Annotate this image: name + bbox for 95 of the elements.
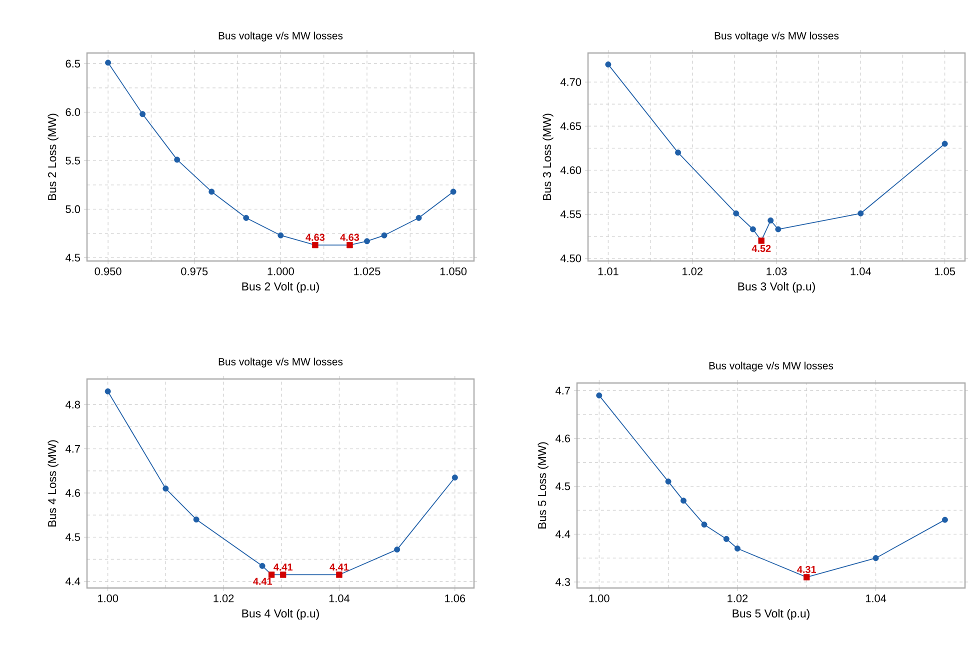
point (336, 572, 342, 578)
x-tick-label: 1.04 (850, 268, 871, 276)
data-label: 4.52 (752, 244, 771, 252)
y-axis-title: Bus 2 Loss (MW) (48, 114, 58, 200)
x-tick-label: 1.00 (589, 594, 610, 602)
chart-title: Bus voltage v/s MW losses (218, 32, 343, 42)
x-axis-title: Bus 3 Volt (p.u) (738, 282, 815, 293)
x-tick-label: 1.02 (728, 594, 748, 602)
y-tick-label: 4.6 (556, 434, 570, 442)
y-tick-label: 4.8 (66, 400, 80, 408)
y-tick-label: 4.3 (556, 578, 570, 586)
y-tick-label: 4.65 (560, 122, 582, 130)
x-tick-label: 1.04 (329, 594, 350, 602)
point (734, 546, 740, 552)
point (268, 572, 275, 578)
point (394, 546, 400, 553)
point (675, 150, 682, 156)
point (208, 188, 215, 195)
chart-title: Bus voltage v/s MW losses (709, 362, 834, 372)
x-tick-label: 1.02 (214, 594, 234, 602)
point (775, 226, 782, 232)
data-label: 4.63 (306, 234, 325, 241)
y-tick-label: 4.70 (560, 78, 582, 86)
point (858, 210, 864, 216)
x-axis-title: Bus 5 Volt (p.u) (732, 609, 810, 620)
x-tick-label: 1.03 (766, 268, 787, 276)
y-tick-label: 5.5 (66, 156, 80, 164)
x-tick-label: 1.01 (598, 268, 618, 276)
point (942, 140, 948, 147)
point (140, 111, 146, 118)
point (364, 238, 370, 244)
y-tick-label: 4.60 (560, 166, 582, 174)
y-axis-title: Bus 3 Loss (MW) (542, 114, 554, 200)
point (942, 516, 948, 523)
chart-title: Bus voltage v/s MW losses (218, 358, 343, 368)
y-tick-label: 4.4 (556, 530, 570, 538)
y-tick-label: 4.7 (556, 386, 570, 394)
point (312, 242, 318, 248)
y-tick-label: 4.5 (66, 254, 80, 262)
data-label: 4.63 (340, 234, 360, 241)
data-label: 4.41 (330, 564, 349, 571)
point (723, 536, 730, 542)
point (259, 562, 266, 569)
point (104, 388, 111, 394)
point (174, 156, 180, 163)
point (450, 188, 456, 195)
point (381, 232, 388, 238)
point (605, 61, 612, 68)
x-tick-label: 1.000 (268, 268, 294, 276)
x-axis-title: Bus 4 Volt (p.u) (242, 609, 319, 620)
data-label: 4.41 (274, 564, 293, 571)
y-tick-label: 4.55 (560, 210, 582, 218)
point (665, 478, 672, 485)
point (162, 486, 169, 492)
y-tick-label: 4.5 (66, 533, 80, 541)
point (278, 232, 284, 238)
point (193, 516, 200, 522)
y-tick-label: 4.4 (66, 578, 80, 586)
x-tick-label: 1.050 (440, 268, 467, 276)
point (750, 226, 756, 232)
point (872, 555, 879, 562)
y-tick-label: 4.7 (66, 445, 80, 453)
point (680, 498, 687, 504)
point (758, 238, 764, 244)
point (452, 474, 458, 481)
x-tick-label: 1.025 (354, 268, 380, 276)
point (280, 572, 286, 578)
y-tick-label: 4.50 (560, 254, 582, 262)
point (346, 242, 353, 248)
x-tick-label: 0.975 (181, 268, 208, 276)
y-tick-label: 4.6 (66, 489, 80, 497)
point (804, 574, 810, 580)
x-tick-label: 1.06 (445, 594, 466, 602)
point (105, 60, 112, 66)
y-tick-label: 6.0 (66, 108, 80, 116)
data-label: 4.41 (253, 578, 272, 585)
x-axis-title: Bus 2 Volt (p.u) (242, 282, 319, 293)
point (733, 210, 740, 216)
point (701, 522, 708, 528)
chart-title: Bus voltage v/s MW losses (714, 32, 839, 42)
y-tick-label: 4.5 (556, 482, 570, 490)
x-tick-label: 1.05 (934, 268, 956, 276)
data-label: 4.31 (797, 566, 816, 574)
x-tick-label: 0.950 (94, 268, 122, 276)
y-tick-label: 6.5 (66, 60, 80, 68)
point (243, 214, 250, 221)
y-axis-title: Bus 5 Loss (MW) (538, 442, 548, 528)
point (596, 392, 602, 398)
y-tick-label: 5.0 (66, 205, 80, 214)
point (416, 214, 422, 221)
x-tick-label: 1.02 (682, 268, 702, 276)
y-axis-title: Bus 4 Loss (MW) (48, 440, 58, 526)
x-tick-label: 1.04 (866, 594, 886, 602)
x-tick-label: 1.00 (98, 594, 118, 602)
point (768, 217, 774, 224)
